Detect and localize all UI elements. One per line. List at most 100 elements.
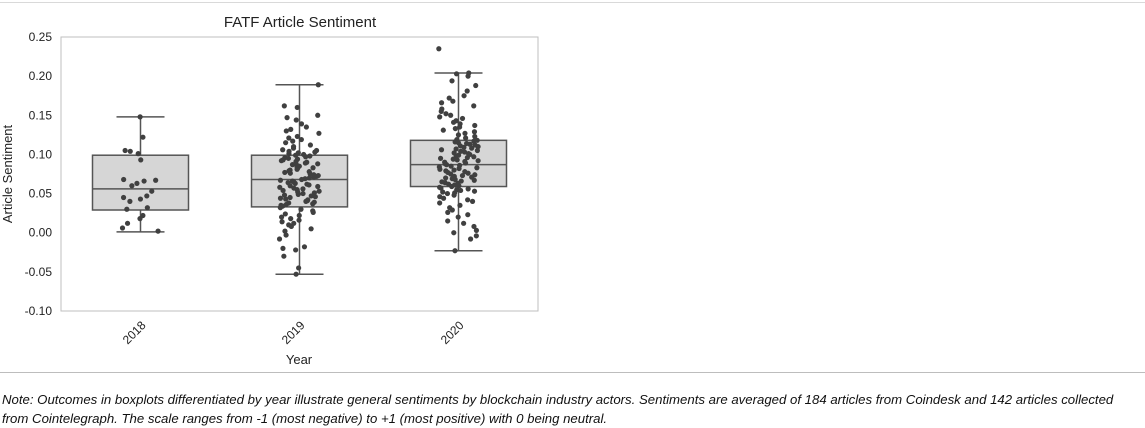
data-point-2018 — [134, 180, 140, 186]
data-point-2019 — [289, 162, 296, 168]
data-point-2020 — [437, 166, 443, 172]
data-point-2020 — [457, 124, 463, 130]
data-point-2018 — [124, 206, 130, 212]
data-point-2019 — [311, 190, 317, 196]
data-point-2019 — [276, 236, 283, 242]
data-point-2019 — [312, 149, 318, 155]
data-point-2019 — [310, 209, 316, 215]
data-point-2020 — [452, 125, 458, 132]
data-point-2020 — [444, 190, 451, 197]
data-point-2019 — [298, 121, 305, 127]
data-point-2019 — [287, 170, 293, 176]
data-point-2019 — [277, 205, 283, 211]
data-point-2020 — [445, 209, 451, 215]
data-point-2020 — [448, 163, 454, 169]
data-point-2019 — [277, 184, 283, 190]
data-point-2020 — [452, 176, 458, 183]
data-point-2020 — [448, 112, 454, 118]
data-point-2020 — [464, 154, 470, 161]
data-point-2020 — [445, 218, 451, 224]
data-point-2019 — [283, 140, 289, 146]
y-tick-label: 0.15 — [29, 108, 53, 122]
data-point-2019 — [296, 217, 302, 223]
data-point-2019 — [315, 161, 321, 167]
data-point-2020 — [450, 156, 456, 162]
data-point-2020 — [443, 162, 450, 168]
data-point-2018 — [155, 228, 161, 234]
data-point-2018 — [135, 151, 141, 157]
data-point-2020 — [453, 146, 459, 152]
data-point-2019 — [298, 206, 304, 212]
data-point-2019 — [278, 158, 285, 164]
data-point-2019 — [300, 186, 306, 192]
chart-title: FATF Article Sentiment — [224, 14, 377, 31]
x-tick-label: 2020 — [438, 318, 467, 347]
data-point-2019 — [311, 174, 317, 180]
x-tick-label: 2019 — [279, 318, 308, 347]
data-point-2020 — [437, 200, 443, 206]
data-point-2019 — [279, 219, 285, 225]
data-point-2020 — [461, 93, 467, 99]
data-point-2018 — [153, 177, 159, 183]
figure-note: Note: Outcomes in boxplots differentiate… — [2, 392, 1114, 426]
data-point-2020 — [473, 233, 479, 239]
data-point-2020 — [461, 220, 467, 226]
data-point-2020 — [459, 115, 466, 122]
data-point-2019 — [315, 82, 321, 88]
data-point-2019 — [281, 103, 287, 109]
data-point-2020 — [471, 177, 477, 183]
data-point-2018 — [122, 147, 128, 154]
data-point-2019 — [283, 196, 289, 202]
data-point-2019 — [301, 244, 308, 250]
data-point-2020 — [464, 88, 470, 94]
data-point-2020 — [471, 129, 478, 135]
data-point-2020 — [451, 167, 457, 173]
data-point-2019 — [294, 133, 300, 140]
data-point-2019 — [290, 145, 297, 151]
data-point-2020 — [475, 158, 481, 164]
data-point-2019 — [282, 211, 288, 217]
data-point-2018 — [149, 188, 155, 194]
data-point-2019 — [303, 198, 309, 204]
data-point-2020 — [462, 160, 469, 166]
data-point-2019 — [306, 175, 312, 181]
data-point-2020 — [443, 175, 449, 181]
data-point-2020 — [456, 165, 462, 172]
data-point-2020 — [451, 230, 457, 236]
data-point-2019 — [286, 135, 292, 141]
data-point-2020 — [463, 135, 469, 141]
y-tick-label: 0.20 — [29, 69, 53, 83]
data-point-2019 — [302, 160, 308, 166]
data-point-2019 — [293, 247, 299, 253]
data-point-2019 — [315, 183, 321, 190]
data-point-2020 — [473, 82, 479, 89]
data-point-2020 — [461, 144, 467, 150]
data-point-2019 — [292, 180, 298, 186]
y-tick-label: -0.10 — [25, 304, 53, 318]
data-point-2018 — [137, 114, 143, 120]
jitter-points — [119, 46, 481, 277]
data-point-2019 — [303, 154, 309, 160]
data-point-2020 — [449, 207, 455, 213]
data-point-2019 — [282, 169, 288, 176]
data-point-2019 — [283, 128, 289, 134]
data-point-2020 — [465, 73, 471, 79]
data-point-2020 — [455, 132, 462, 138]
data-point-2019 — [303, 124, 309, 130]
y-axis-label: Article Sentiment — [0, 124, 15, 223]
data-point-2020 — [456, 183, 462, 189]
data-point-2019 — [298, 136, 304, 143]
data-point-2020 — [467, 141, 473, 147]
data-point-2019 — [280, 245, 286, 251]
data-point-2019 — [286, 151, 292, 157]
data-point-2019 — [282, 228, 288, 234]
data-point-2020 — [465, 186, 471, 192]
data-point-2019 — [293, 117, 299, 123]
data-point-2019 — [316, 130, 322, 136]
data-point-2018 — [144, 205, 150, 211]
data-point-2019 — [284, 115, 290, 121]
data-point-2019 — [290, 138, 296, 144]
data-point-2020 — [438, 100, 445, 106]
data-point-2018 — [140, 134, 146, 140]
data-point-2019 — [310, 201, 316, 207]
